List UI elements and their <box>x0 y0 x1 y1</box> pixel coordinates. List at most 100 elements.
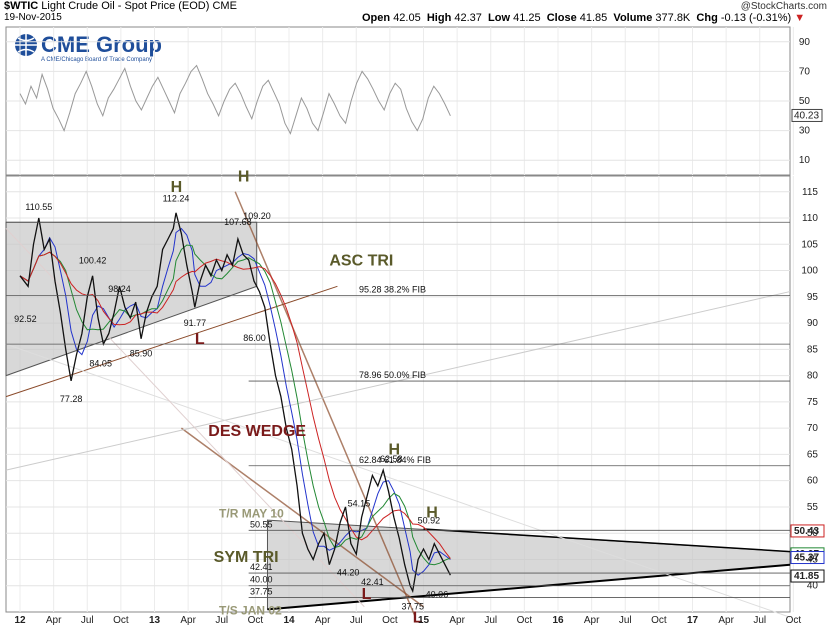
level-label: 40.00 <box>250 575 273 585</box>
level-label: 62.84 61.84% FIB <box>359 455 431 465</box>
sym-tri-label: SYM TRI <box>214 549 279 566</box>
asc-trendline <box>5 285 338 398</box>
x-tick-label: Apr <box>718 615 734 625</box>
price-point-label: 50.92 <box>418 515 441 525</box>
y-tick-label: 70 <box>807 423 819 434</box>
chart-title: $WTIC Light Crude Oil - Spot Price (EOD)… <box>4 0 237 12</box>
head-h1-label: H <box>171 179 183 196</box>
exchange: CME <box>212 0 237 12</box>
rsi-last-box <box>791 108 823 122</box>
chg-down-icon: ▼ <box>794 12 806 24</box>
price-point-label: 107.68 <box>224 217 252 227</box>
y-tick-label: 110 <box>802 213 818 224</box>
watermark: @StockCharts.com <box>740 1 827 12</box>
level-label: 86.00 <box>243 333 266 343</box>
x-tick-label: 15 <box>418 615 430 625</box>
price-point-label: 112.24 <box>163 193 190 203</box>
price-point-label: 91.77 <box>184 318 207 328</box>
price-point-label: 42.41 <box>361 577 384 587</box>
logo-tagline: A CME/Chicago Board of Trade Company <box>41 57 153 63</box>
price-point-label: 100.42 <box>79 255 107 265</box>
symbol: $WTIC <box>4 0 39 12</box>
low-l2-label: L <box>362 586 372 603</box>
ohlc-bar: Open 42.05 High 42.37 Low 41.25 Close 41… <box>362 12 806 24</box>
x-tick-label: Apr <box>180 615 196 625</box>
y-tick-label: 75 <box>807 397 819 408</box>
right-value-label: 41.85 <box>794 571 819 582</box>
x-tick-label: Jul <box>753 615 766 625</box>
ts-jan-label: T/S JAN 02 <box>219 604 282 618</box>
des-wedge-label: DES WEDGE <box>208 423 306 440</box>
head-h2-label: H <box>238 168 250 185</box>
level-label: 109.20 <box>243 211 271 221</box>
price-point-label: 84.05 <box>89 358 112 368</box>
price-point-label: 77.28 <box>60 394 83 404</box>
right-value-label: 45.37 <box>794 553 819 564</box>
x-tick-label: Oct <box>113 615 129 625</box>
y-tick-label: 65 <box>807 449 819 460</box>
x-tick-label: Apr <box>315 615 331 625</box>
level-label: 37.75 <box>250 587 273 597</box>
rsi-series-line <box>19 64 451 135</box>
price-point-label: 92.52 <box>14 314 37 324</box>
price-point-label: 37.75 <box>401 602 424 612</box>
head-h4-label: H <box>426 504 438 521</box>
y-tick-label: 80 <box>807 371 819 382</box>
x-tick-label: Oct <box>248 615 264 625</box>
rsi-tick-label: 70 <box>799 66 811 77</box>
logo-text: CME Group <box>41 32 162 57</box>
des-wedge-line <box>234 191 417 618</box>
price-point-label: 54.15 <box>348 498 371 508</box>
x-tick-label: 14 <box>283 615 295 625</box>
price-point-label: 110.55 <box>25 202 52 212</box>
x-tick-label: Jul <box>215 615 228 625</box>
x-tick-label: Jul <box>81 615 94 625</box>
sym-upper-line <box>423 528 791 553</box>
x-tick-label: Apr <box>449 615 465 625</box>
low-l1-label: L <box>195 331 205 348</box>
x-tick-label: Jul <box>350 615 363 625</box>
x-tick-label: 13 <box>149 615 161 625</box>
y-tick-label: 90 <box>807 318 819 329</box>
y-tick-label: 105 <box>801 239 818 250</box>
price-point-label: 85.90 <box>130 349 153 359</box>
x-tick-label: Apr <box>46 615 62 625</box>
rsi-tick-label: 10 <box>799 155 811 166</box>
rsi-tick-label: 30 <box>799 126 811 137</box>
x-tick-label: Oct <box>651 615 667 625</box>
x-tick-label: 16 <box>552 615 564 625</box>
x-tick-label: Oct <box>786 615 802 625</box>
level-label: 95.28 38.2% FIB <box>359 284 426 294</box>
long-trendline-2 <box>5 343 791 618</box>
y-tick-label: 50 <box>807 528 819 539</box>
sym-lower-line <box>267 563 791 611</box>
right-value-box <box>790 569 825 583</box>
x-tick-label: Jul <box>484 615 497 625</box>
y-tick-label: 55 <box>807 502 819 513</box>
price-point-label: 62.58 <box>380 454 403 464</box>
level-label: 42.41 <box>250 562 273 572</box>
price-point-label: 98.24 <box>108 284 131 294</box>
y-tick-label: 100 <box>801 266 818 277</box>
y-tick-label: 60 <box>807 476 819 487</box>
ma-green-line <box>19 244 451 566</box>
rsi-tick-label: 50 <box>799 96 811 107</box>
x-tick-label: Apr <box>584 615 600 625</box>
chart-date: 19-Nov-2015 <box>4 12 62 23</box>
y-tick-label: 45 <box>807 554 819 565</box>
tr-may-label: T/R MAY 10 <box>219 506 284 520</box>
head-h3-label: H <box>389 441 401 458</box>
des-wedge-lower-line <box>180 427 424 608</box>
asc-tri-label: ASC TRI <box>329 252 393 269</box>
y-tick-label: 115 <box>802 187 818 198</box>
low-l3-label: L <box>413 610 423 625</box>
right-value-box <box>790 551 825 565</box>
ma-blue-line <box>19 227 451 576</box>
x-tick-label: Jul <box>619 615 632 625</box>
y-tick-label: 95 <box>807 292 819 303</box>
x-tick-label: Oct <box>382 615 398 625</box>
x-tick-label: 17 <box>687 615 699 625</box>
price-point-label: 40.06 <box>426 589 449 599</box>
symbol-name: Light Crude Oil - Spot Price (EOD) <box>41 0 210 12</box>
